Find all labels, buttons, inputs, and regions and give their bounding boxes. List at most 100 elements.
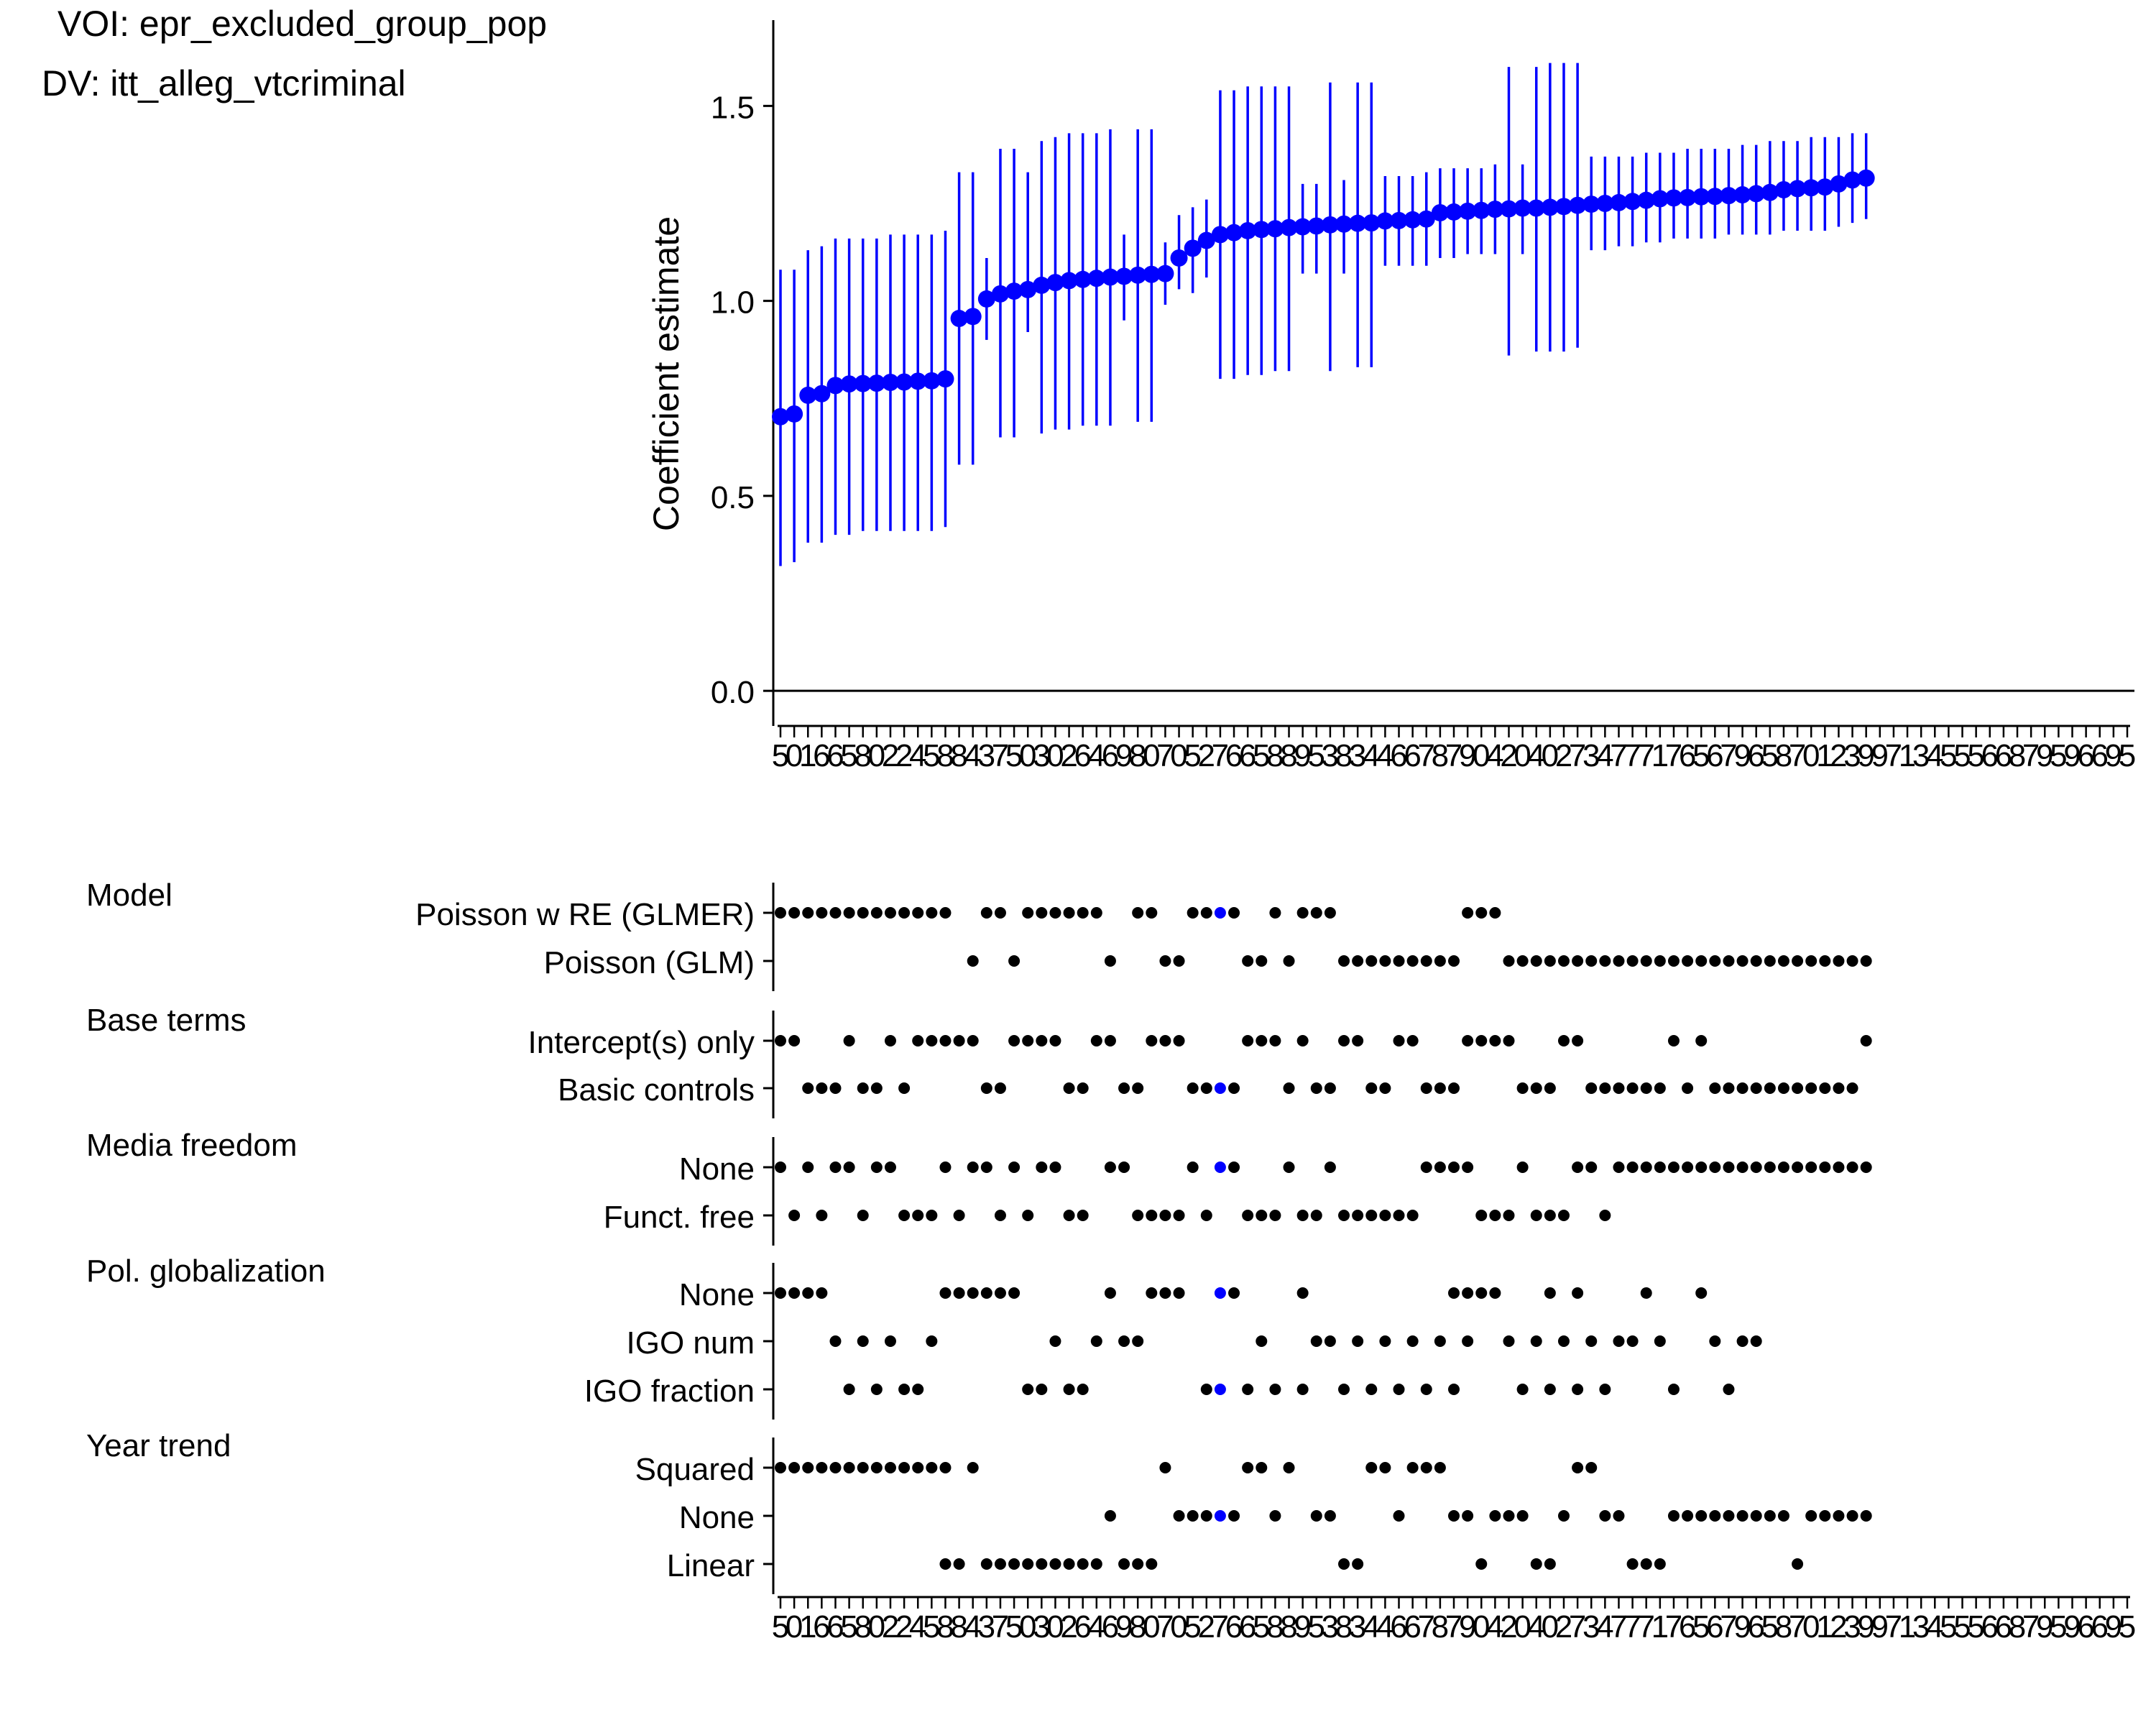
x-tick-label: 6 xyxy=(1679,1609,1696,1644)
spec-indicator-dot xyxy=(1214,907,1226,919)
coefficient-point xyxy=(1156,264,1174,282)
x-tick-label: 5 xyxy=(1940,1609,1957,1644)
confidence-intervals xyxy=(779,63,1868,566)
spec-indicator-dot xyxy=(1242,1210,1254,1221)
spec-indicator-dot xyxy=(939,1287,952,1299)
x-tick-label: 7 xyxy=(1212,738,1229,773)
spec-indicator-dot xyxy=(1049,1335,1061,1347)
coefficient-point xyxy=(1569,196,1587,214)
spec-indicator-dot xyxy=(1214,1082,1226,1094)
spec-indicator-dot xyxy=(1420,1162,1432,1173)
spec-indicator-dot xyxy=(1585,1462,1598,1473)
x-tick-label: 9 xyxy=(1857,738,1874,773)
x-tick-label: 8 xyxy=(854,738,871,773)
spec-indicator-dot xyxy=(1379,1210,1391,1221)
spec-indicator-dot xyxy=(1008,955,1021,967)
x-tick-label: 7 xyxy=(992,738,1009,773)
coefficient-point xyxy=(1789,180,1807,198)
spec-indicator-dot xyxy=(1462,1162,1474,1173)
spec-indicator-dot xyxy=(1654,955,1666,967)
x-tick-label: 4 xyxy=(1596,738,1613,773)
spec-indicator-dot xyxy=(1654,1162,1666,1173)
x-tick-label: 6 xyxy=(2091,738,2109,773)
coefficient-point xyxy=(1033,276,1051,294)
x-tick-label: 0 xyxy=(786,738,803,773)
spec-indicator-dot xyxy=(1352,1035,1364,1046)
spec-indicator-dot xyxy=(1544,1210,1556,1221)
spec-indicator-dot xyxy=(1544,1384,1556,1395)
coefficient-point xyxy=(1554,198,1572,216)
spec-indicator-dot xyxy=(912,1035,924,1046)
spec-indicator-dot xyxy=(802,1162,814,1173)
spec-indicator-dot xyxy=(1379,955,1391,967)
spec-row-label: IGO fraction xyxy=(584,1374,755,1409)
spec-indicator-dot xyxy=(1448,1287,1460,1299)
coefficient-point xyxy=(1239,221,1257,239)
coefficient-point xyxy=(1596,194,1614,212)
spec-indicator-dot xyxy=(1310,1510,1322,1522)
spec-indicator-dot xyxy=(1310,1082,1322,1094)
spec-indicator-dot xyxy=(1792,1162,1804,1173)
spec-indicator-dot xyxy=(1572,1462,1584,1473)
x-tick-label: 8 xyxy=(1266,738,1284,773)
x-tick-label: 6 xyxy=(1102,1609,1119,1644)
spec-indicator-dot xyxy=(1434,1162,1446,1173)
spec-indicator-dot xyxy=(829,1162,842,1173)
spec-group: Model Poisson w RE (GLMER) Poisson (GLM) xyxy=(86,878,1872,991)
spec-indicator-dot xyxy=(939,1462,952,1473)
spec-indicator-dot xyxy=(1228,1162,1240,1173)
coefficient-point xyxy=(1445,203,1462,221)
spec-indicator-dot xyxy=(1557,1035,1570,1046)
spec-indicator-dot xyxy=(1599,955,1611,967)
x-tick-label: 5 xyxy=(1253,1609,1270,1644)
x-tick-label: 5 xyxy=(1761,1609,1779,1644)
coefficient-points xyxy=(772,169,1875,426)
spec-indicator-dot xyxy=(1805,1082,1818,1094)
x-tick-label: 9 xyxy=(2063,738,2081,773)
coefficient-point xyxy=(1170,249,1188,267)
x-tick-label: 7 xyxy=(1665,1609,1682,1644)
x-tick-label: 7 xyxy=(1418,738,1435,773)
coefficient-point xyxy=(1266,220,1284,238)
x-tick-label: 9 xyxy=(1459,1609,1476,1644)
spec-indicator-dot xyxy=(1667,1384,1680,1395)
spec-indicator-dot xyxy=(1475,1035,1488,1046)
spec-indicator-dot xyxy=(1530,1082,1542,1094)
spec-indicator-dot xyxy=(1503,1035,1515,1046)
spec-indicator-dot xyxy=(1228,1510,1240,1522)
coefficient-point xyxy=(977,290,995,308)
spec-indicator-dot xyxy=(1352,1210,1364,1221)
spec-indicator-dot xyxy=(953,1287,965,1299)
coefficient-point xyxy=(1679,188,1697,206)
x-tick-label: 2 xyxy=(1500,738,1517,773)
spec-indicator-dot xyxy=(1750,1162,1762,1173)
x-tick-label: 7 xyxy=(1610,1609,1627,1644)
spec-indicator-dot xyxy=(898,907,911,919)
x-tick-label: 3 xyxy=(1033,738,1050,773)
spec-indicator-dot xyxy=(1860,1035,1872,1046)
x-tick-label: 1 xyxy=(1899,738,1916,773)
coefficient-point xyxy=(895,373,913,391)
coefficient-point xyxy=(1802,179,1820,197)
spec-indicator-dot xyxy=(1173,955,1185,967)
x-tick-label: 5 xyxy=(1308,1609,1325,1644)
spec-indicator-dot xyxy=(870,1462,883,1473)
spec-indicator-dot xyxy=(1448,1082,1460,1094)
spec-indicator-dot xyxy=(1296,1287,1309,1299)
x-tick-label: 5 xyxy=(1308,738,1325,773)
x-tick-label: 4 xyxy=(1527,738,1544,773)
spec-indicator-dot xyxy=(1557,1510,1570,1522)
x-tick-label: 2 xyxy=(1198,1609,1215,1644)
spec-indicator-dot xyxy=(829,1082,842,1094)
spec-indicator-dot xyxy=(1077,1558,1089,1570)
x-tick-label: 5 xyxy=(1953,1609,1971,1644)
spec-indicator-dot xyxy=(1777,1510,1789,1522)
coefficient-point xyxy=(1830,175,1848,193)
coefficient-point xyxy=(1087,270,1105,288)
spec-indicator-dot xyxy=(1393,1210,1405,1221)
spec-indicator-dot xyxy=(1393,955,1405,967)
spec-row-label: Poisson (GLM) xyxy=(544,945,755,980)
spec-indicator-dot xyxy=(1462,1510,1474,1522)
spec-group-title: Year trend xyxy=(86,1428,231,1463)
